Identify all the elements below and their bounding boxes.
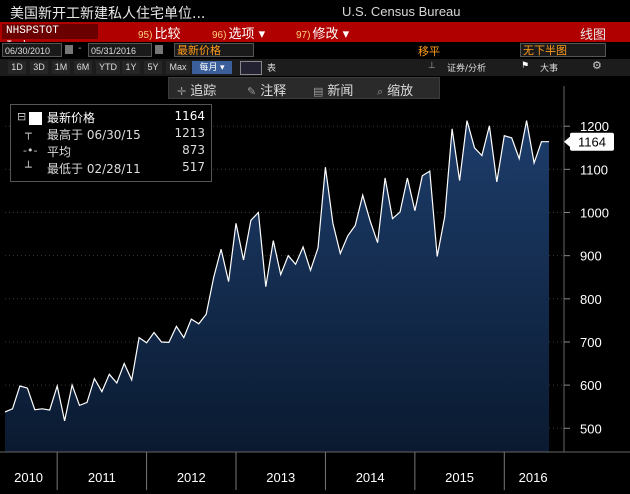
move-label[interactable]: 移平: [418, 45, 440, 58]
edit-button[interactable]: 97) 修改 ▾: [296, 23, 349, 42]
annotate-label: 注释: [260, 84, 287, 99]
period-button-1y[interactable]: 1Y: [122, 61, 140, 74]
source-label: U.S. Census Bureau: [342, 4, 461, 19]
legend-high-value: 1213: [174, 126, 205, 140]
ticker-field[interactable]: NHSPSTOT Index: [2, 24, 98, 52]
zoom-button[interactable]: ⌕ 缩放: [377, 80, 413, 99]
legend-last-label: 最新价格: [47, 111, 96, 125]
x-tick-label: 2016: [519, 470, 548, 485]
track-button[interactable]: ✛ 追踪: [177, 80, 216, 99]
y-tick-label: 1100: [580, 162, 608, 177]
analysis-icon[interactable]: ⊥: [428, 61, 436, 71]
news-button[interactable]: ▤ 新闻: [313, 80, 353, 99]
legend-last-value: 1164: [174, 109, 205, 123]
magnifier-icon: ⌕: [377, 85, 384, 98]
options-label: 选项 ▾: [228, 27, 266, 42]
news-icon: ▤: [313, 85, 324, 98]
period-button-6m[interactable]: 6M: [74, 61, 92, 74]
range-bar: 06/30/2010 - 05/31/2016 最新价格 移平 无下半图: [0, 42, 630, 59]
start-date-input[interactable]: 06/30/2010: [2, 43, 62, 57]
average-marker-icon: -•-: [23, 144, 38, 157]
chart-svg: 500 600 700 800 900 1000 1100 1200 2010 2011 2012…: [0, 86, 630, 490]
last-value-label: 1164: [578, 135, 606, 150]
x-tick-label: 2013: [266, 470, 295, 485]
last-value-box: [570, 132, 614, 151]
legend-box: ⊟ 最新价格 1164 ┬ 最高于 06/30/15 1213 -•- 平均 8…: [10, 104, 212, 182]
x-tick-label: 2011: [88, 470, 116, 485]
x-tick-label: 2010: [14, 470, 43, 485]
field-select[interactable]: 最新价格: [174, 43, 254, 57]
end-date-input[interactable]: 05/31/2016: [88, 43, 152, 57]
chart-area: 500 600 700 800 900 1000 1100 1200 2010 2011 2012…: [0, 76, 630, 490]
high-marker-icon: ┬: [25, 127, 32, 140]
x-tick-label: 2012: [177, 470, 206, 485]
y-tick-label: 1200: [580, 119, 609, 134]
y-tick-label: 500: [580, 421, 602, 436]
legend-low: ┴ 最低于 02/28/11 517: [11, 160, 211, 177]
legend-last[interactable]: ⊟ 最新价格 1164: [11, 109, 211, 126]
y-tick-label: 700: [580, 335, 602, 350]
x-tick-label: 2015: [445, 470, 474, 485]
edit-label: 修改 ▾: [312, 27, 350, 42]
period-button-1m[interactable]: 1M: [52, 61, 70, 74]
events-button[interactable]: 大事: [540, 64, 559, 74]
annotation-select[interactable]: 无下半图: [520, 43, 606, 57]
compare-num: 95): [138, 30, 153, 41]
edit-num: 97): [296, 30, 311, 41]
frequency-select[interactable]: 每月 ▾: [192, 61, 232, 74]
table-button[interactable]: 表: [267, 64, 277, 74]
command-bar: NHSPSTOT Index 95)比较 96)选项 ▾ 97)修改 ▾ 线图: [0, 22, 630, 52]
period-button-ytd[interactable]: YTD: [96, 61, 120, 74]
legend-avg-value: 873: [182, 143, 205, 157]
title-bar: 美国新开工新建私人住宅单位... U.S. Census Bureau: [0, 0, 630, 22]
period-bar: 1D 3D 1M 6M YTD 1Y 5Y Max 每月 ▾ 表 ⊥ 证券/分析 ⚑ 大事 ⚙: [0, 59, 630, 76]
period-button-5y[interactable]: 5Y: [144, 61, 162, 74]
annotate-button[interactable]: ✎ 注释: [247, 80, 286, 99]
pencil-icon: ✎: [247, 85, 257, 98]
y-tick-label: 800: [580, 292, 602, 307]
zoom-label: 缩放: [387, 84, 414, 99]
legend-avg: -•- 平均 873: [11, 143, 211, 160]
chart-type-label[interactable]: 线图: [579, 28, 606, 43]
period-button-1d[interactable]: 1D: [8, 61, 26, 74]
options-num: 96): [212, 30, 227, 41]
chart-toolbar: ✛ 追踪 ✎ 注释 ▤ 新闻 ⌕ 缩放: [168, 77, 440, 99]
y-tick-label: 1000: [580, 206, 609, 221]
last-value-pointer: [564, 135, 571, 148]
x-tick-label: 2014: [356, 470, 385, 485]
compare-button[interactable]: 95) 比较: [138, 23, 180, 42]
crosshair-icon: ✛: [177, 85, 187, 98]
legend-low-value: 517: [182, 160, 205, 174]
legend-high-label: 最高于 06/30/15: [47, 128, 141, 142]
period-button-3d[interactable]: 3D: [30, 61, 48, 74]
low-marker-icon: ┴: [25, 161, 32, 174]
legend-low-label: 最低于 02/28/11: [47, 162, 141, 176]
options-button[interactable]: 96) 选项 ▾: [212, 23, 265, 42]
legend-swatch: [29, 112, 42, 125]
line-chart-icon[interactable]: [240, 61, 262, 75]
minus-box-icon[interactable]: ⊟: [17, 110, 27, 123]
series-line: [4, 120, 549, 422]
gear-icon[interactable]: ⚙: [592, 59, 602, 72]
flag-icon[interactable]: ⚑: [521, 61, 530, 71]
security-title: 美国新开工新建私人住宅单位...: [10, 6, 206, 22]
legend-avg-label: 平均: [47, 145, 72, 159]
track-label: 追踪: [190, 84, 217, 99]
y-tick-label: 900: [580, 249, 602, 264]
calendar-icon[interactable]: [155, 45, 163, 54]
legend-high: ┬ 最高于 06/30/15 1213: [11, 126, 211, 143]
calendar-icon[interactable]: [65, 45, 73, 54]
y-tick-label: 600: [580, 378, 602, 393]
period-button-max[interactable]: Max: [166, 61, 190, 74]
news-label: 新闻: [327, 84, 354, 99]
analysis-button[interactable]: 证券/分析: [447, 64, 487, 74]
compare-label: 比较: [154, 27, 181, 42]
